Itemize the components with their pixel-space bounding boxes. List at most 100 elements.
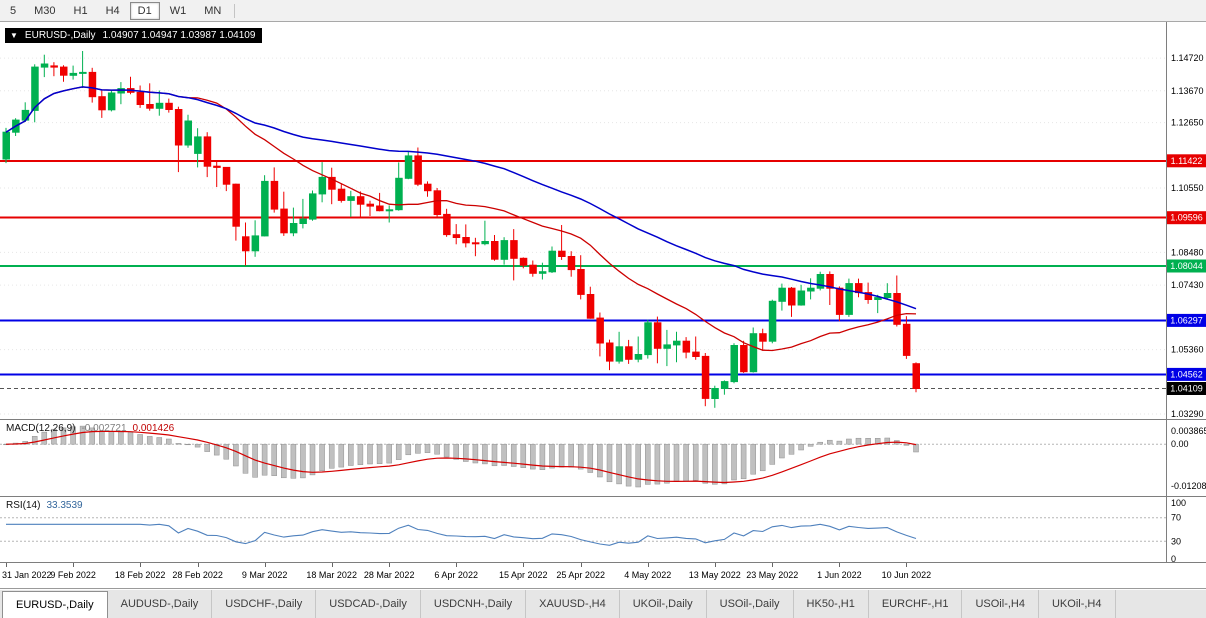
svg-text:1.06297: 1.06297	[1170, 315, 1203, 325]
chart-tab-label: XAUUSD-,H4	[539, 598, 606, 610]
timeframe-button-h1[interactable]: H1	[73, 4, 88, 17]
macd-signal-line	[5, 430, 917, 484]
time-axis-tick	[331, 563, 333, 567]
rsi-axis: 100 70 30 0	[1171, 498, 1186, 562]
svg-text:100: 100	[1171, 498, 1186, 508]
svg-text:30: 30	[1171, 536, 1181, 546]
rsi-line	[6, 523, 917, 546]
price-axis-badges: 1.11422 1.09596 1.08044 1.06297 1.04562 1.041…	[1167, 154, 1206, 395]
macd-name: MACD(12,26,9)	[6, 423, 76, 434]
chart-tab-label: AUDUSD-,Daily	[120, 598, 199, 610]
macd-indicator-pane[interactable]: 0.003865 0.00 -0.01208 MACD(12,26,9) -0.00…	[0, 420, 1206, 497]
time-axis-label: 25 Apr 2022	[556, 570, 605, 580]
price-axis: 1.14720 1.13670 1.12650 1.10550 1.08480 1.074…	[1171, 53, 1204, 419]
time-axis-label: 1 Jun 2022	[817, 570, 862, 580]
time-axis-label: 4 May 2022	[624, 570, 672, 580]
timeframe-toolbar: 5 M30 H1 H4 D1 W1 MN	[0, 0, 1206, 22]
time-axis-label: 31 Jan 2022	[2, 570, 52, 580]
timeframe-button-mn[interactable]: MN	[204, 4, 222, 17]
time-axis-tick	[73, 563, 75, 567]
time-axis-tick	[523, 563, 525, 567]
svg-text:0.00: 0.00	[1171, 439, 1189, 449]
chart-tab-label: USDCAD-,Daily	[329, 598, 407, 610]
rsi-chart[interactable]: 100 70 30 0	[0, 497, 1206, 562]
time-axis-tick	[389, 563, 391, 567]
time-axis-tick	[6, 563, 7, 567]
chart-tab-xauusd-h4[interactable]: XAUUSD-,H4	[526, 590, 620, 618]
chart-tab-ukoil-daily[interactable]: UKOil-,Daily	[619, 590, 707, 618]
time-axis-label: 9 Feb 2022	[50, 570, 96, 580]
svg-text:1.08044: 1.08044	[1170, 261, 1203, 271]
svg-text:1.14720: 1.14720	[1171, 53, 1204, 63]
time-axis-tick	[264, 563, 266, 567]
chart-tab-eurchf-h1[interactable]: EURCHF-,H1	[868, 590, 963, 618]
chart-ohlc-values: 1.04907 1.04947 1.03987 1.04109	[102, 30, 256, 41]
time-axis-tick	[772, 563, 774, 567]
price-chart-pane[interactable]: 1.14720 1.13670 1.12650 1.10550 1.08480 1.074…	[0, 22, 1206, 420]
time-axis-label: 13 May 2022	[688, 570, 741, 580]
chart-tab-label: UKOil-,Daily	[632, 598, 693, 610]
ma-line-blue	[5, 86, 917, 310]
candlestick-chart[interactable]: 1.14720 1.13670 1.12650 1.10550 1.08480 1.074…	[0, 22, 1206, 419]
chart-tab-label: EURCHF-,H1	[881, 598, 949, 610]
chart-tab-usdchf-daily[interactable]: USDCHF-,Daily	[212, 590, 317, 618]
svg-text:1.12650: 1.12650	[1171, 118, 1204, 128]
time-axis-tick	[197, 563, 199, 567]
chart-tab-usdcad-daily[interactable]: USDCAD-,Daily	[316, 590, 421, 618]
toolbar-separator	[234, 3, 236, 18]
chart-tab-eurusd-daily[interactable]: EURUSD-,Daily	[2, 591, 108, 618]
time-axis-tick	[456, 563, 458, 567]
svg-text:70: 70	[1171, 513, 1181, 523]
chart-tabs-bar: EURUSD-,Daily AUDUSD-,Daily USDCHF-,Daily U…	[0, 589, 1206, 618]
time-axis-tick	[647, 563, 649, 567]
collapse-chart-icon[interactable]: ▼	[10, 30, 18, 40]
chart-tab-hk50-h1[interactable]: HK50-,H1	[793, 590, 869, 618]
ma-line-red	[5, 86, 917, 352]
time-axis-label: 9 Mar 2022	[241, 570, 288, 580]
time-axis-tick	[580, 563, 582, 567]
rsi-indicator-pane[interactable]: 100 70 30 0 RSI(14) 33.3539	[0, 497, 1206, 563]
chart-symbol-label: EURUSD-,Daily	[24, 30, 96, 41]
timeframe-button-5[interactable]: 5	[10, 4, 17, 17]
chart-tab-usdcnh-daily[interactable]: USDCNH-,Daily	[420, 590, 527, 618]
chart-tab-label: USDCHF-,Daily	[225, 598, 303, 610]
svg-text:1.08480: 1.08480	[1171, 247, 1204, 257]
chart-tab-usoil-daily[interactable]: USOil-,Daily	[706, 590, 794, 618]
chart-tab-ukoil-h4[interactable]: UKOil-,H4	[1038, 590, 1116, 618]
rsi-label: RSI(14) 33.3539	[6, 500, 83, 511]
svg-text:1.04109: 1.04109	[1170, 384, 1203, 394]
macd-signal-value: 0.001426	[132, 423, 175, 434]
time-axis-tick	[839, 563, 841, 567]
time-axis-tick	[906, 563, 908, 567]
macd-axis: 0.003865 0.00 -0.01208	[1171, 426, 1206, 491]
chart-tab-audusd-daily[interactable]: AUDUSD-,Daily	[107, 590, 213, 618]
time-axis-label: 28 Mar 2022	[363, 570, 415, 580]
macd-main-value: -0.002721	[81, 423, 127, 434]
timeframe-button-h4[interactable]: H4	[105, 4, 120, 17]
svg-text:0.003865: 0.003865	[1171, 426, 1206, 436]
time-axis-tick	[140, 563, 142, 567]
time-axis-label: 23 May 2022	[746, 570, 799, 580]
macd-chart[interactable]: 0.003865 0.00 -0.01208	[0, 420, 1206, 496]
time-axis-label: 18 Feb 2022	[114, 570, 166, 580]
timeframe-button-d1[interactable]: D1	[129, 1, 160, 20]
svg-text:1.04562: 1.04562	[1170, 369, 1203, 379]
chart-tab-label: UKOil-,H4	[1051, 598, 1102, 610]
chart-tab-label: EURUSD-,Daily	[16, 599, 94, 611]
time-axis-label: 10 Jun 2022	[881, 570, 932, 580]
svg-text:1.03290: 1.03290	[1171, 409, 1204, 419]
timeframe-button-m30[interactable]: M30	[34, 4, 56, 17]
chart-title: ▼ EURUSD-,Daily 1.04907 1.04947 1.03987 …	[5, 28, 263, 43]
chart-tab-label: HK50-,H1	[806, 598, 855, 610]
chart-tab-label: USOil-,H4	[975, 598, 1025, 610]
time-axis-label: 6 Apr 2022	[434, 570, 478, 580]
svg-text:0: 0	[1171, 554, 1176, 562]
time-axis-label: 15 Apr 2022	[499, 570, 548, 580]
svg-text:1.11422: 1.11422	[1171, 156, 1203, 166]
chart-tab-label: USOil-,Daily	[719, 598, 780, 610]
chart-tab-usoil-h4[interactable]: USOil-,H4	[962, 590, 1039, 618]
timeframe-button-w1[interactable]: W1	[169, 4, 187, 17]
time-axis-tick	[714, 563, 716, 567]
svg-text:-0.01208: -0.01208	[1171, 481, 1206, 491]
